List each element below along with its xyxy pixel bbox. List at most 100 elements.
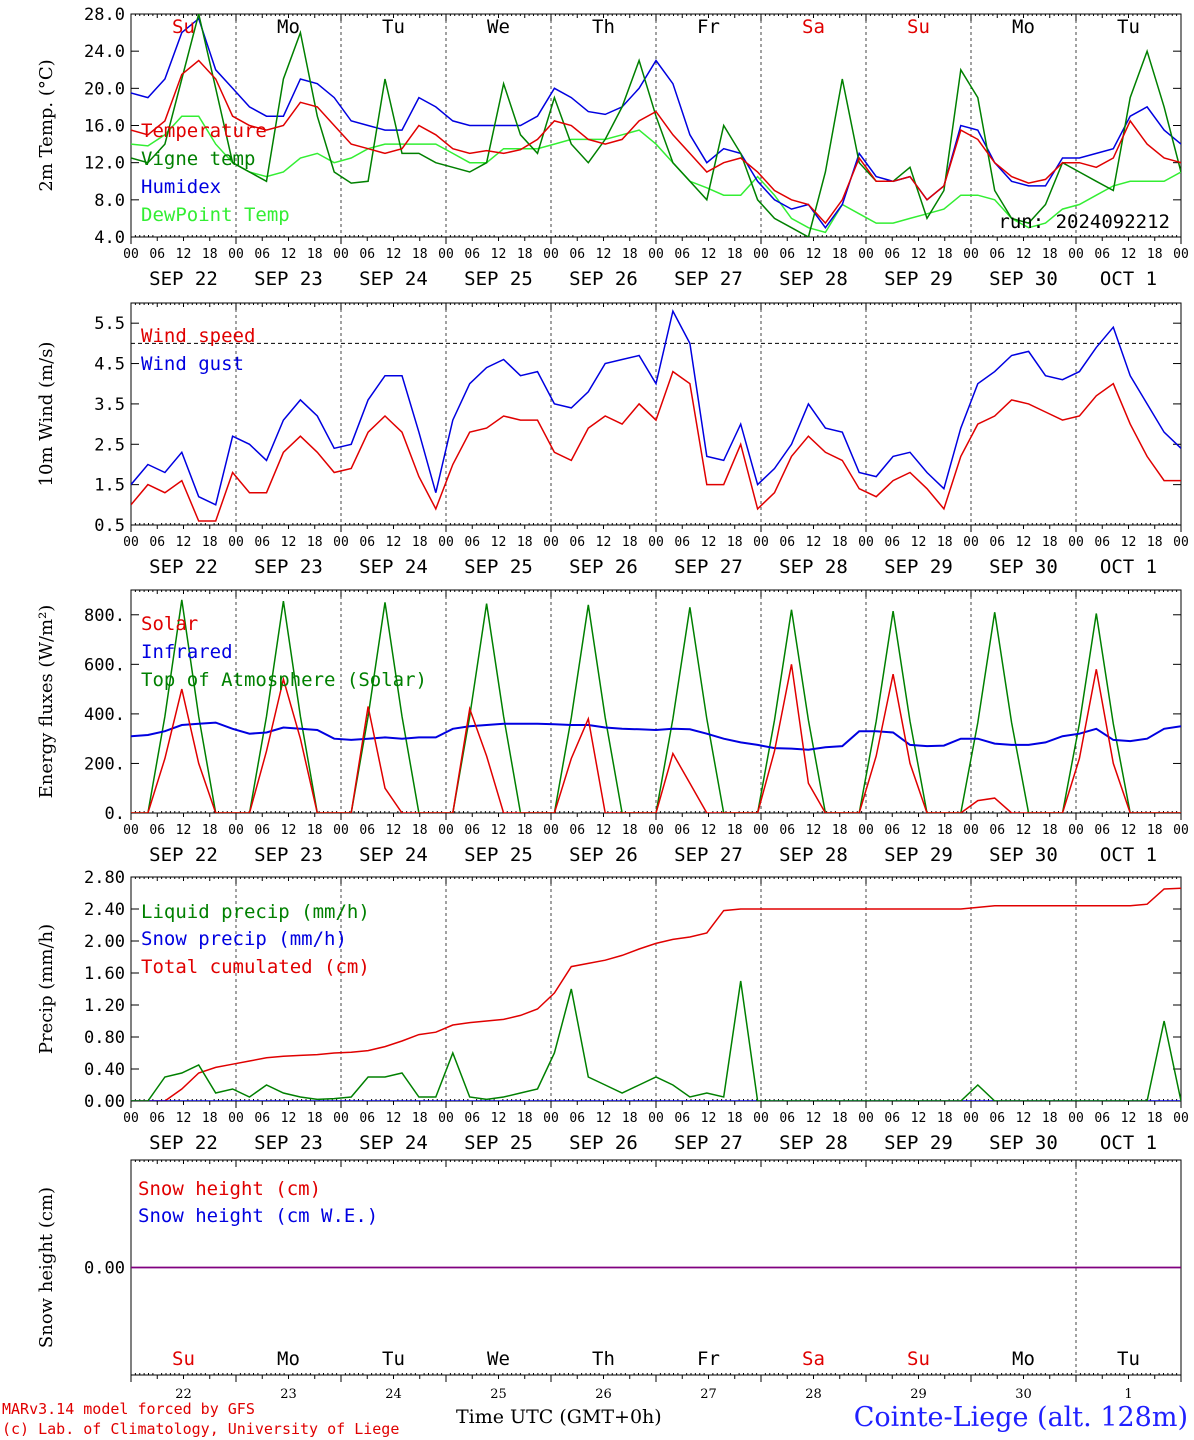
hour-tick-label: 12 [806, 247, 822, 262]
hour-tick-label: 00 [123, 247, 139, 262]
date-label: SEP 24 [359, 268, 428, 290]
hour-tick-label: 12 [176, 823, 192, 838]
hour-tick-label: 12 [1121, 535, 1137, 550]
date-label: SEP 25 [464, 844, 533, 866]
weekday-label-bottom: We [487, 1348, 510, 1370]
hour-tick-label: 06 [254, 823, 270, 838]
hour-tick-label: 12 [1016, 823, 1032, 838]
x-axis-title: Time UTC (GMT+0h) [456, 1406, 662, 1428]
hour-tick-label: 06 [464, 823, 480, 838]
y-axis-label: Precip (mm/h) [36, 924, 57, 1054]
hour-tick-label: 06 [464, 1111, 480, 1126]
y-tick-label: 0. [105, 804, 125, 824]
hour-tick-label: 06 [884, 247, 900, 262]
weekday-label: Fr [697, 16, 720, 38]
hour-tick-label: 12 [281, 247, 297, 262]
hour-tick-label: 18 [412, 1111, 428, 1126]
weekday-label: We [487, 16, 510, 38]
date-label: SEP 25 [464, 556, 533, 578]
y-tick-label: 16.0 [84, 117, 125, 137]
series-line-top-of-atmosphere-solar- [131, 599, 1181, 813]
date-label: SEP 23 [254, 844, 323, 866]
hour-tick-label: 12 [491, 535, 507, 550]
day-number: 24 [385, 1387, 402, 1402]
hour-tick-label: 12 [1016, 535, 1032, 550]
hour-tick-label: 06 [359, 247, 375, 262]
hour-tick-label: 00 [858, 247, 874, 262]
hour-tick-label: 12 [911, 535, 927, 550]
legend-entry: Wind speed [141, 325, 255, 347]
hour-tick-label: 00 [858, 823, 874, 838]
series-line-dewpoint-temp [131, 115, 1181, 234]
y-tick-label: 24.0 [84, 42, 125, 62]
hour-tick-label: 00 [1173, 1111, 1189, 1126]
weekday-label-bottom: Tu [382, 1348, 405, 1370]
hour-tick-label: 12 [386, 247, 402, 262]
date-label: SEP 30 [989, 556, 1058, 578]
hour-tick-label: 12 [1121, 1111, 1137, 1126]
hour-tick-label: 00 [753, 247, 769, 262]
series-line-infrared [131, 721, 1181, 751]
date-label: SEP 29 [884, 1132, 953, 1154]
hour-tick-label: 06 [359, 823, 375, 838]
weekday-label-bottom: Su [907, 1348, 930, 1370]
hour-tick-label: 06 [464, 247, 480, 262]
hour-tick-label: 00 [1068, 823, 1084, 838]
hour-tick-label: 00 [963, 823, 979, 838]
legend-entry: Top of Atmosphere (Solar) [141, 669, 427, 691]
lab-credit: (c) Lab. of Climatology, University of L… [2, 1420, 400, 1438]
hour-tick-label: 00 [963, 1111, 979, 1126]
hour-tick-label: 12 [176, 1111, 192, 1126]
series-line-humidex [131, 17, 1181, 229]
hour-tick-label: 00 [228, 1111, 244, 1126]
hour-tick-label: 00 [1068, 535, 1084, 550]
legend-entry: Liquid precip (mm/h) [141, 901, 370, 923]
hour-tick-label: 00 [1173, 247, 1189, 262]
y-axis-label: Energy fluxes (W/m²) [36, 605, 57, 799]
series-line-vigne-temp [131, 14, 1181, 237]
hour-tick-label: 12 [806, 1111, 822, 1126]
hour-tick-label: 00 [753, 823, 769, 838]
y-tick-label: 20.0 [84, 79, 125, 99]
hour-tick-label: 18 [1042, 535, 1058, 550]
weekday-label: Mo [1012, 16, 1035, 38]
y-tick-label: 0.00 [84, 1092, 125, 1112]
hour-tick-label: 12 [1016, 247, 1032, 262]
y-tick-label: 0.00 [84, 1259, 125, 1279]
hour-tick-label: 18 [622, 823, 638, 838]
y-tick-label: 2.40 [84, 900, 125, 920]
hour-tick-label: 12 [596, 247, 612, 262]
y-axis-label: Snow height (cm) [36, 1187, 57, 1348]
weekday-label-bottom: Mo [1012, 1348, 1035, 1370]
hour-tick-label: 00 [543, 247, 559, 262]
hour-tick-label: 06 [884, 1111, 900, 1126]
hour-tick-label: 06 [779, 1111, 795, 1126]
legend-entry: Snow height (cm) [138, 1178, 321, 1200]
hour-tick-label: 06 [569, 1111, 585, 1126]
hour-tick-label: 06 [1094, 823, 1110, 838]
hour-tick-label: 12 [911, 1111, 927, 1126]
day-number: 22 [175, 1387, 192, 1402]
date-label: SEP 30 [989, 1132, 1058, 1154]
series-line-liquid-precip-mm-h- [131, 980, 1181, 1101]
hour-tick-label: 00 [333, 1111, 349, 1126]
date-label: SEP 23 [254, 268, 323, 290]
hour-tick-label: 18 [1042, 1111, 1058, 1126]
hour-tick-label: 06 [149, 823, 165, 838]
date-label: SEP 22 [149, 1132, 218, 1154]
date-label: OCT 1 [1100, 268, 1157, 290]
hour-tick-label: 00 [648, 1111, 664, 1126]
series-line-solar [131, 664, 1181, 813]
hour-tick-label: 18 [937, 1111, 953, 1126]
hour-tick-label: 00 [753, 535, 769, 550]
hour-tick-label: 18 [1042, 247, 1058, 262]
hour-tick-label: 00 [123, 823, 139, 838]
day-number: 29 [910, 1387, 927, 1402]
hour-tick-label: 06 [674, 535, 690, 550]
hour-tick-label: 12 [701, 535, 717, 550]
hour-tick-label: 12 [596, 535, 612, 550]
date-label: SEP 30 [989, 268, 1058, 290]
hour-tick-label: 18 [937, 535, 953, 550]
y-tick-label: 3.5 [94, 395, 125, 415]
